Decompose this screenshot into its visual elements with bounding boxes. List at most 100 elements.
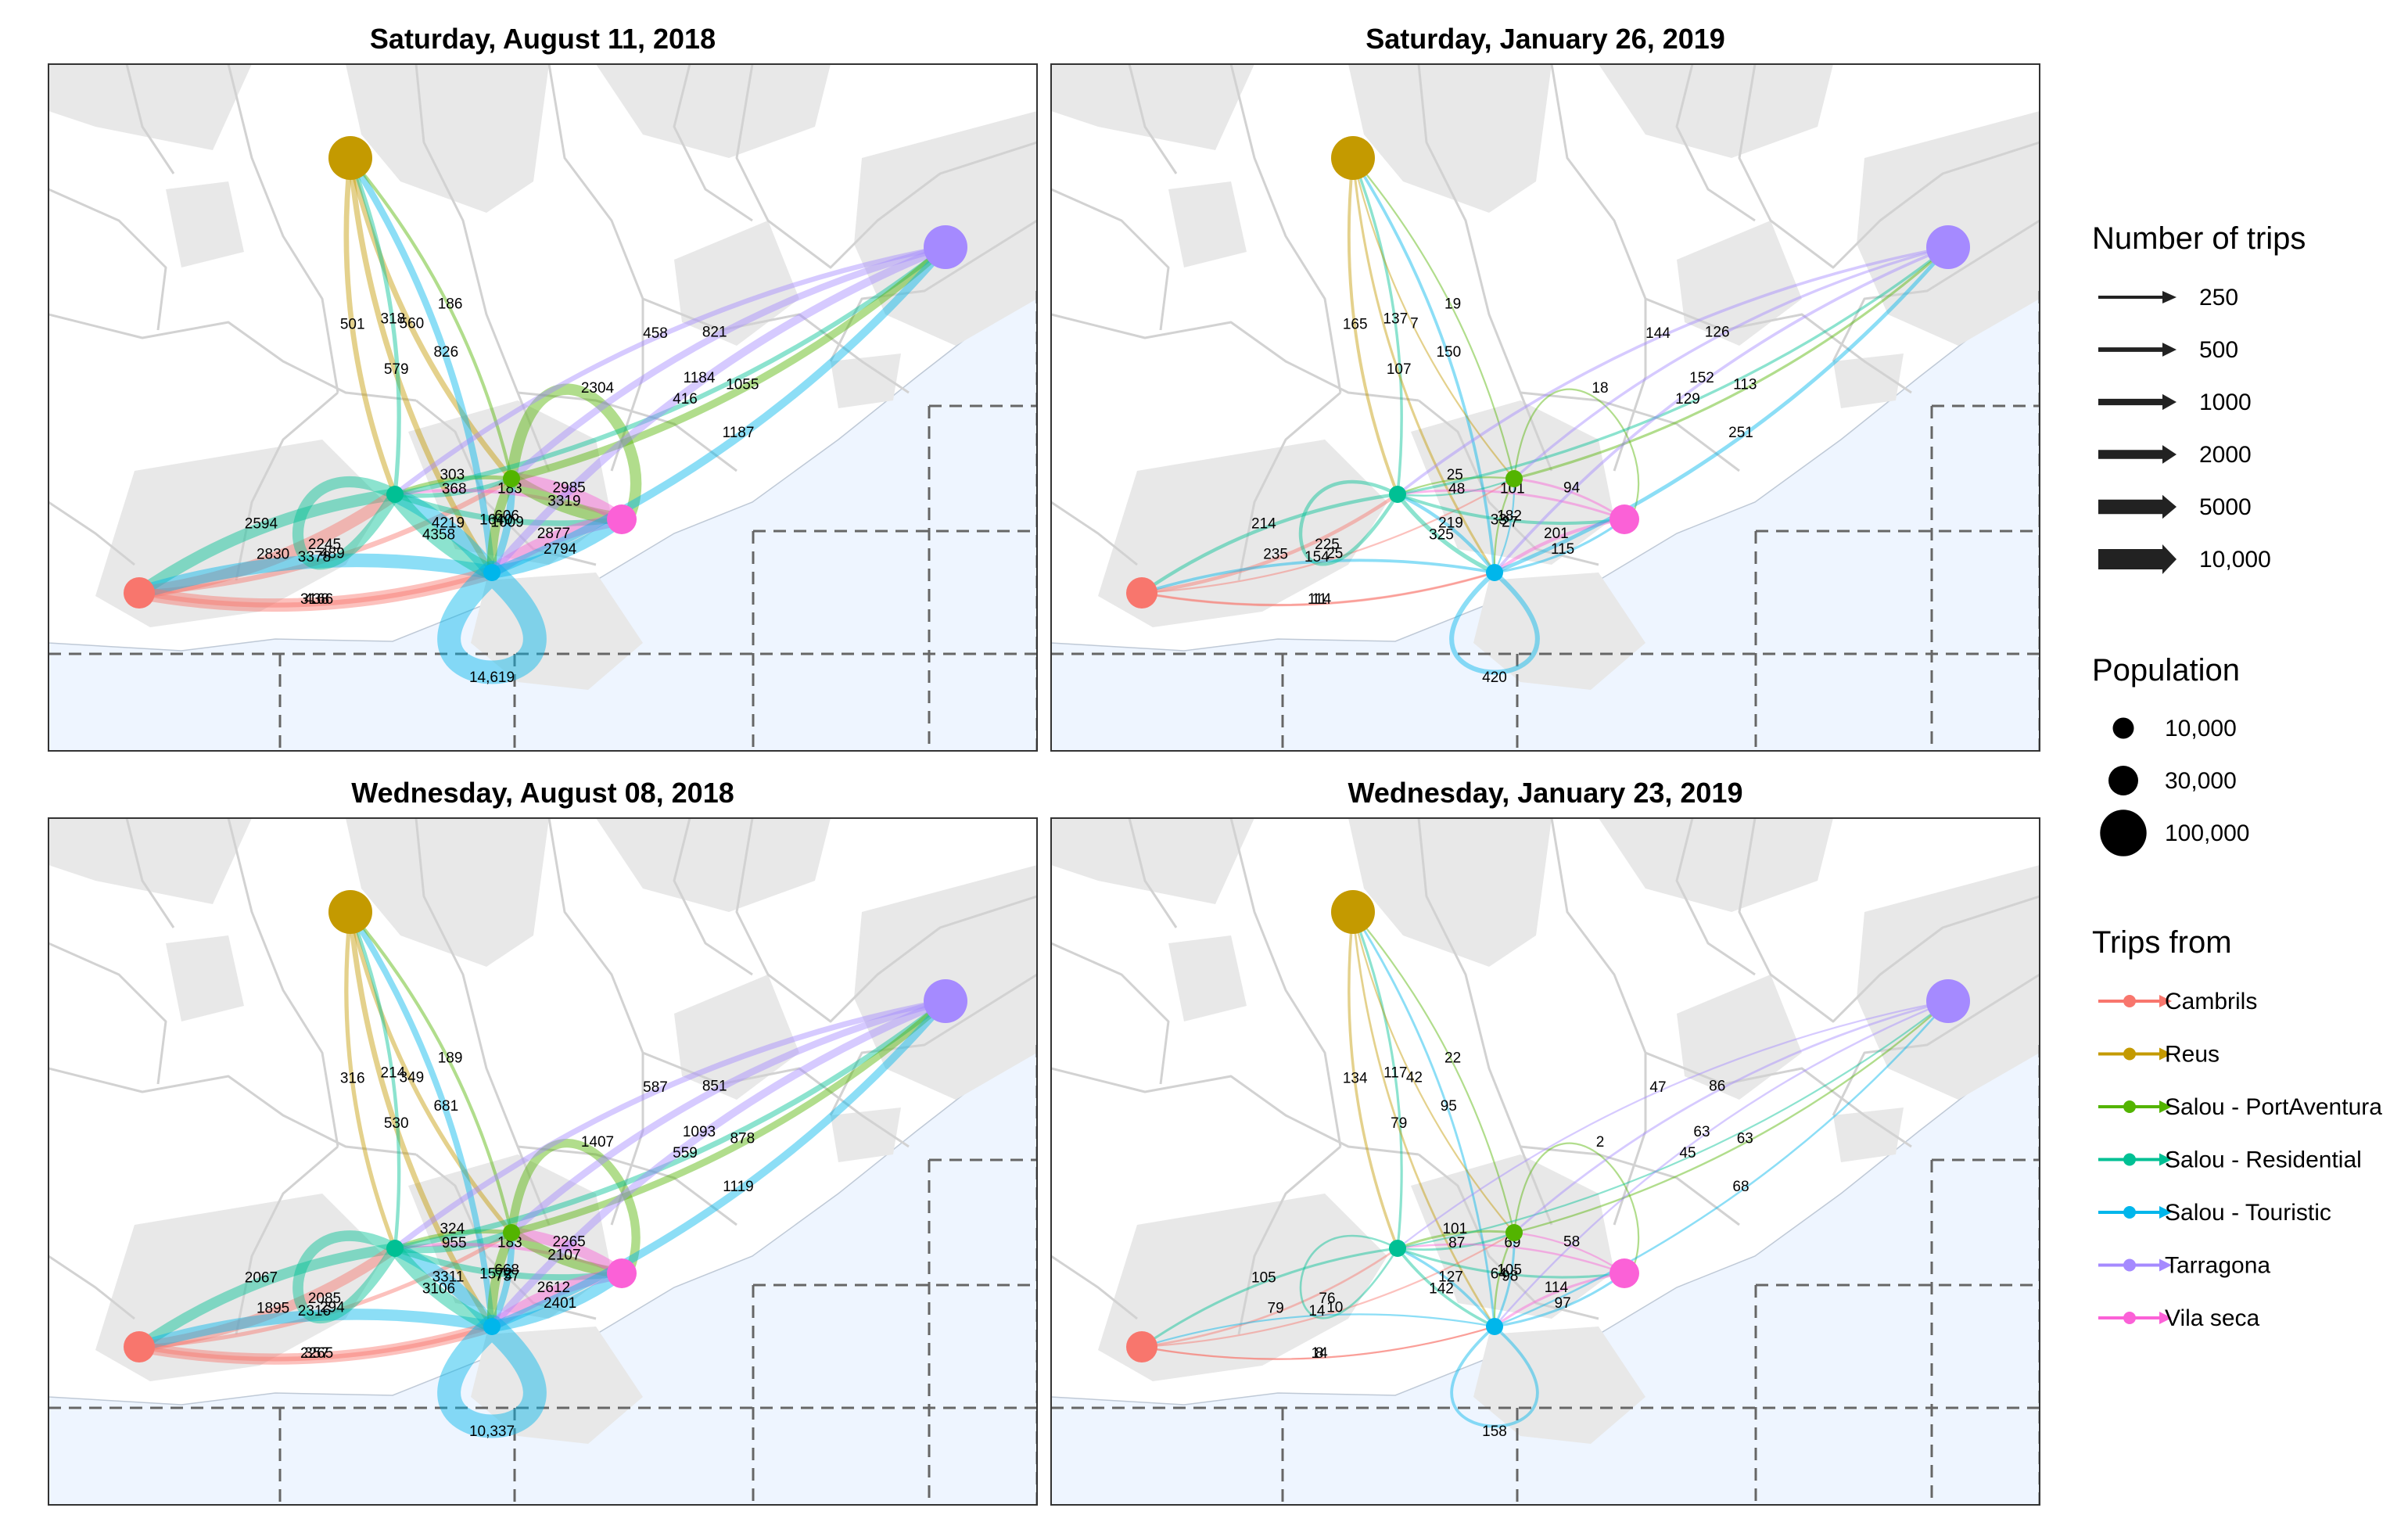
municipal-border (235, 391, 339, 581)
legend-from-label: Tarragona (2165, 1253, 2270, 1279)
map-area (1051, 818, 2040, 1505)
legend-arrowhead (2162, 494, 2177, 519)
flow-salou-touristic-to-reus (1351, 156, 1496, 574)
map-area (48, 818, 1037, 1505)
trip-count-label: 530 (384, 1115, 409, 1132)
legend-from-dot (2123, 1206, 2136, 1219)
flow-salou-touristic-to-vila-seca (1493, 1272, 1626, 1328)
land-area (1051, 818, 1254, 904)
legend-from-label: Vila seca (2165, 1305, 2260, 1331)
trip-count-label: 1407 (581, 1134, 614, 1151)
flow-reus-to-salou-touristic (1351, 910, 1496, 1328)
flow-salou-touristic-to-salou-portaventura (488, 1229, 515, 1330)
trip-count-label: 10,337 (469, 1424, 515, 1440)
trip-count-label: 127 (1438, 1269, 1463, 1286)
trip-count-label: 2794 (544, 541, 577, 558)
land-area (166, 935, 244, 1021)
legend-from-arrowhead (2159, 1153, 2172, 1166)
land-area (48, 818, 252, 904)
municipal-border (1418, 399, 1599, 566)
flow-salou-touristic-to-vila-seca (486, 513, 628, 579)
legend-population-dot (2100, 810, 2147, 856)
land-area (1677, 975, 1802, 1100)
flow-salou-residential-to-reus (1351, 910, 1403, 1250)
trip-count-label: 189 (438, 1050, 463, 1067)
trip-count-label: 2 (1596, 1134, 1605, 1151)
flow-salou-touristic-to-salou-residential (387, 486, 500, 580)
municipal-border (1550, 818, 1647, 1226)
trip-count-label: 87 (1448, 1235, 1465, 1251)
trip-count-label: 165 (1343, 316, 1368, 332)
flow-salou-touristic-to-salou-portaventura (1493, 477, 1516, 574)
node-salou-portaventura (1505, 1224, 1523, 1241)
trip-count-label: 1119 (723, 1179, 753, 1195)
trip-count-label: 42 (1406, 1069, 1423, 1086)
flow-reus-to-salou-portaventura (347, 155, 515, 482)
flow-salou-portaventura-to-salou-touristic (486, 1228, 516, 1331)
municipal-border (48, 1255, 135, 1320)
trip-count-label: 134 (1343, 1070, 1368, 1086)
municipal-border (48, 942, 167, 1085)
legend-from-label: Salou - PortAventura (2165, 1094, 2382, 1120)
flow-salou-residential-to-salou-residential (292, 476, 401, 570)
legend-from-arrowhead (2159, 1206, 2172, 1219)
trip-count-label: 3311 (432, 1269, 465, 1286)
flow-salou-residential-to-vila-seca (392, 1245, 625, 1280)
panel-frame (1050, 63, 2040, 752)
trip-count-label: 1895 (257, 1301, 289, 1317)
legend-from-arrowhead (2159, 995, 2172, 1007)
trip-count-label: 86 (1709, 1079, 1725, 1095)
flow-salou-portaventura-to-salou-portaventura (1513, 388, 1640, 519)
trip-count-label: 878 (730, 1130, 755, 1147)
trip-count-label: 214 (1251, 515, 1276, 532)
flow-salou-portaventura-to-salou-residential (393, 475, 514, 497)
municipal-border (1128, 818, 1178, 928)
legend-trips-label: 5000 (2199, 494, 2252, 520)
municipal-border (642, 1051, 910, 1148)
node-salou-touristic (1486, 1318, 1503, 1335)
legend-from-label: Cambrils (2165, 989, 2257, 1014)
trip-count-label: 79 (1391, 1115, 1407, 1132)
trip-count-label: 668 (494, 1262, 519, 1278)
trip-count-label: 1055 (726, 376, 759, 393)
municipal-border (735, 818, 1037, 1023)
trip-count-label: 18 (1592, 380, 1608, 397)
flow-salou-residential-to-cambrils (1140, 1247, 1399, 1348)
trip-count-label: 137 (1383, 311, 1408, 328)
trip-count-label: 219 (1438, 515, 1463, 532)
trip-count-label: 235 (1263, 547, 1288, 563)
municipal-border (227, 818, 339, 1147)
land-area (1599, 818, 1833, 912)
flow-tarragona-to-salou-portaventura (508, 997, 949, 1237)
trip-count-label: 1187 (723, 425, 755, 441)
trip-flows (1139, 156, 1950, 675)
legend: Number of trips 250 500 1000 2000 5000 10,000 P… (2092, 221, 2382, 1331)
trip-count-label: 25 (1326, 546, 1343, 562)
node-salou-portaventura (503, 470, 520, 487)
trip-count-label: 851 (702, 1079, 727, 1095)
node-vila-seca (1610, 1258, 1639, 1288)
trip-count-label: 101 (1442, 1221, 1467, 1237)
flow-cambrils-to-salou-portaventura (137, 1230, 514, 1349)
trip-count-label: 22 (1444, 1050, 1461, 1067)
legend-population-label: 100,000 (2165, 820, 2249, 846)
trip-count-label: 2877 (537, 526, 570, 542)
trip-count-label: 1572 (479, 1266, 512, 1283)
flow-cambrils-to-salou-touristic (1140, 1325, 1496, 1360)
node-vila-seca (607, 1258, 637, 1288)
land-area (1348, 64, 1552, 213)
legend-trips-label: 2000 (2199, 442, 2252, 468)
flow-reus-to-salou-portaventura (1351, 156, 1516, 480)
flow-tarragona-to-salou-portaventura (1513, 1000, 1950, 1234)
flow-salou-touristic-to-cambrils (133, 1309, 498, 1353)
flow-cambrils-to-salou-touristic (1140, 1325, 1496, 1360)
land-area (1677, 221, 1802, 346)
trip-labels: 165 137 107 150 7 19 25 11 214 235 154 114 225 219325… (1251, 296, 1757, 686)
trip-count-label: 955 (442, 1235, 467, 1251)
flow-salou-residential-to-salou-residential (1298, 479, 1400, 566)
municipality-nodes (124, 136, 967, 609)
flow-cambrils-to-salou-touristic (136, 569, 495, 608)
flow-salou-residential-to-salou-residential (292, 1230, 400, 1324)
legend-from-arrowhead (2159, 1312, 2172, 1324)
